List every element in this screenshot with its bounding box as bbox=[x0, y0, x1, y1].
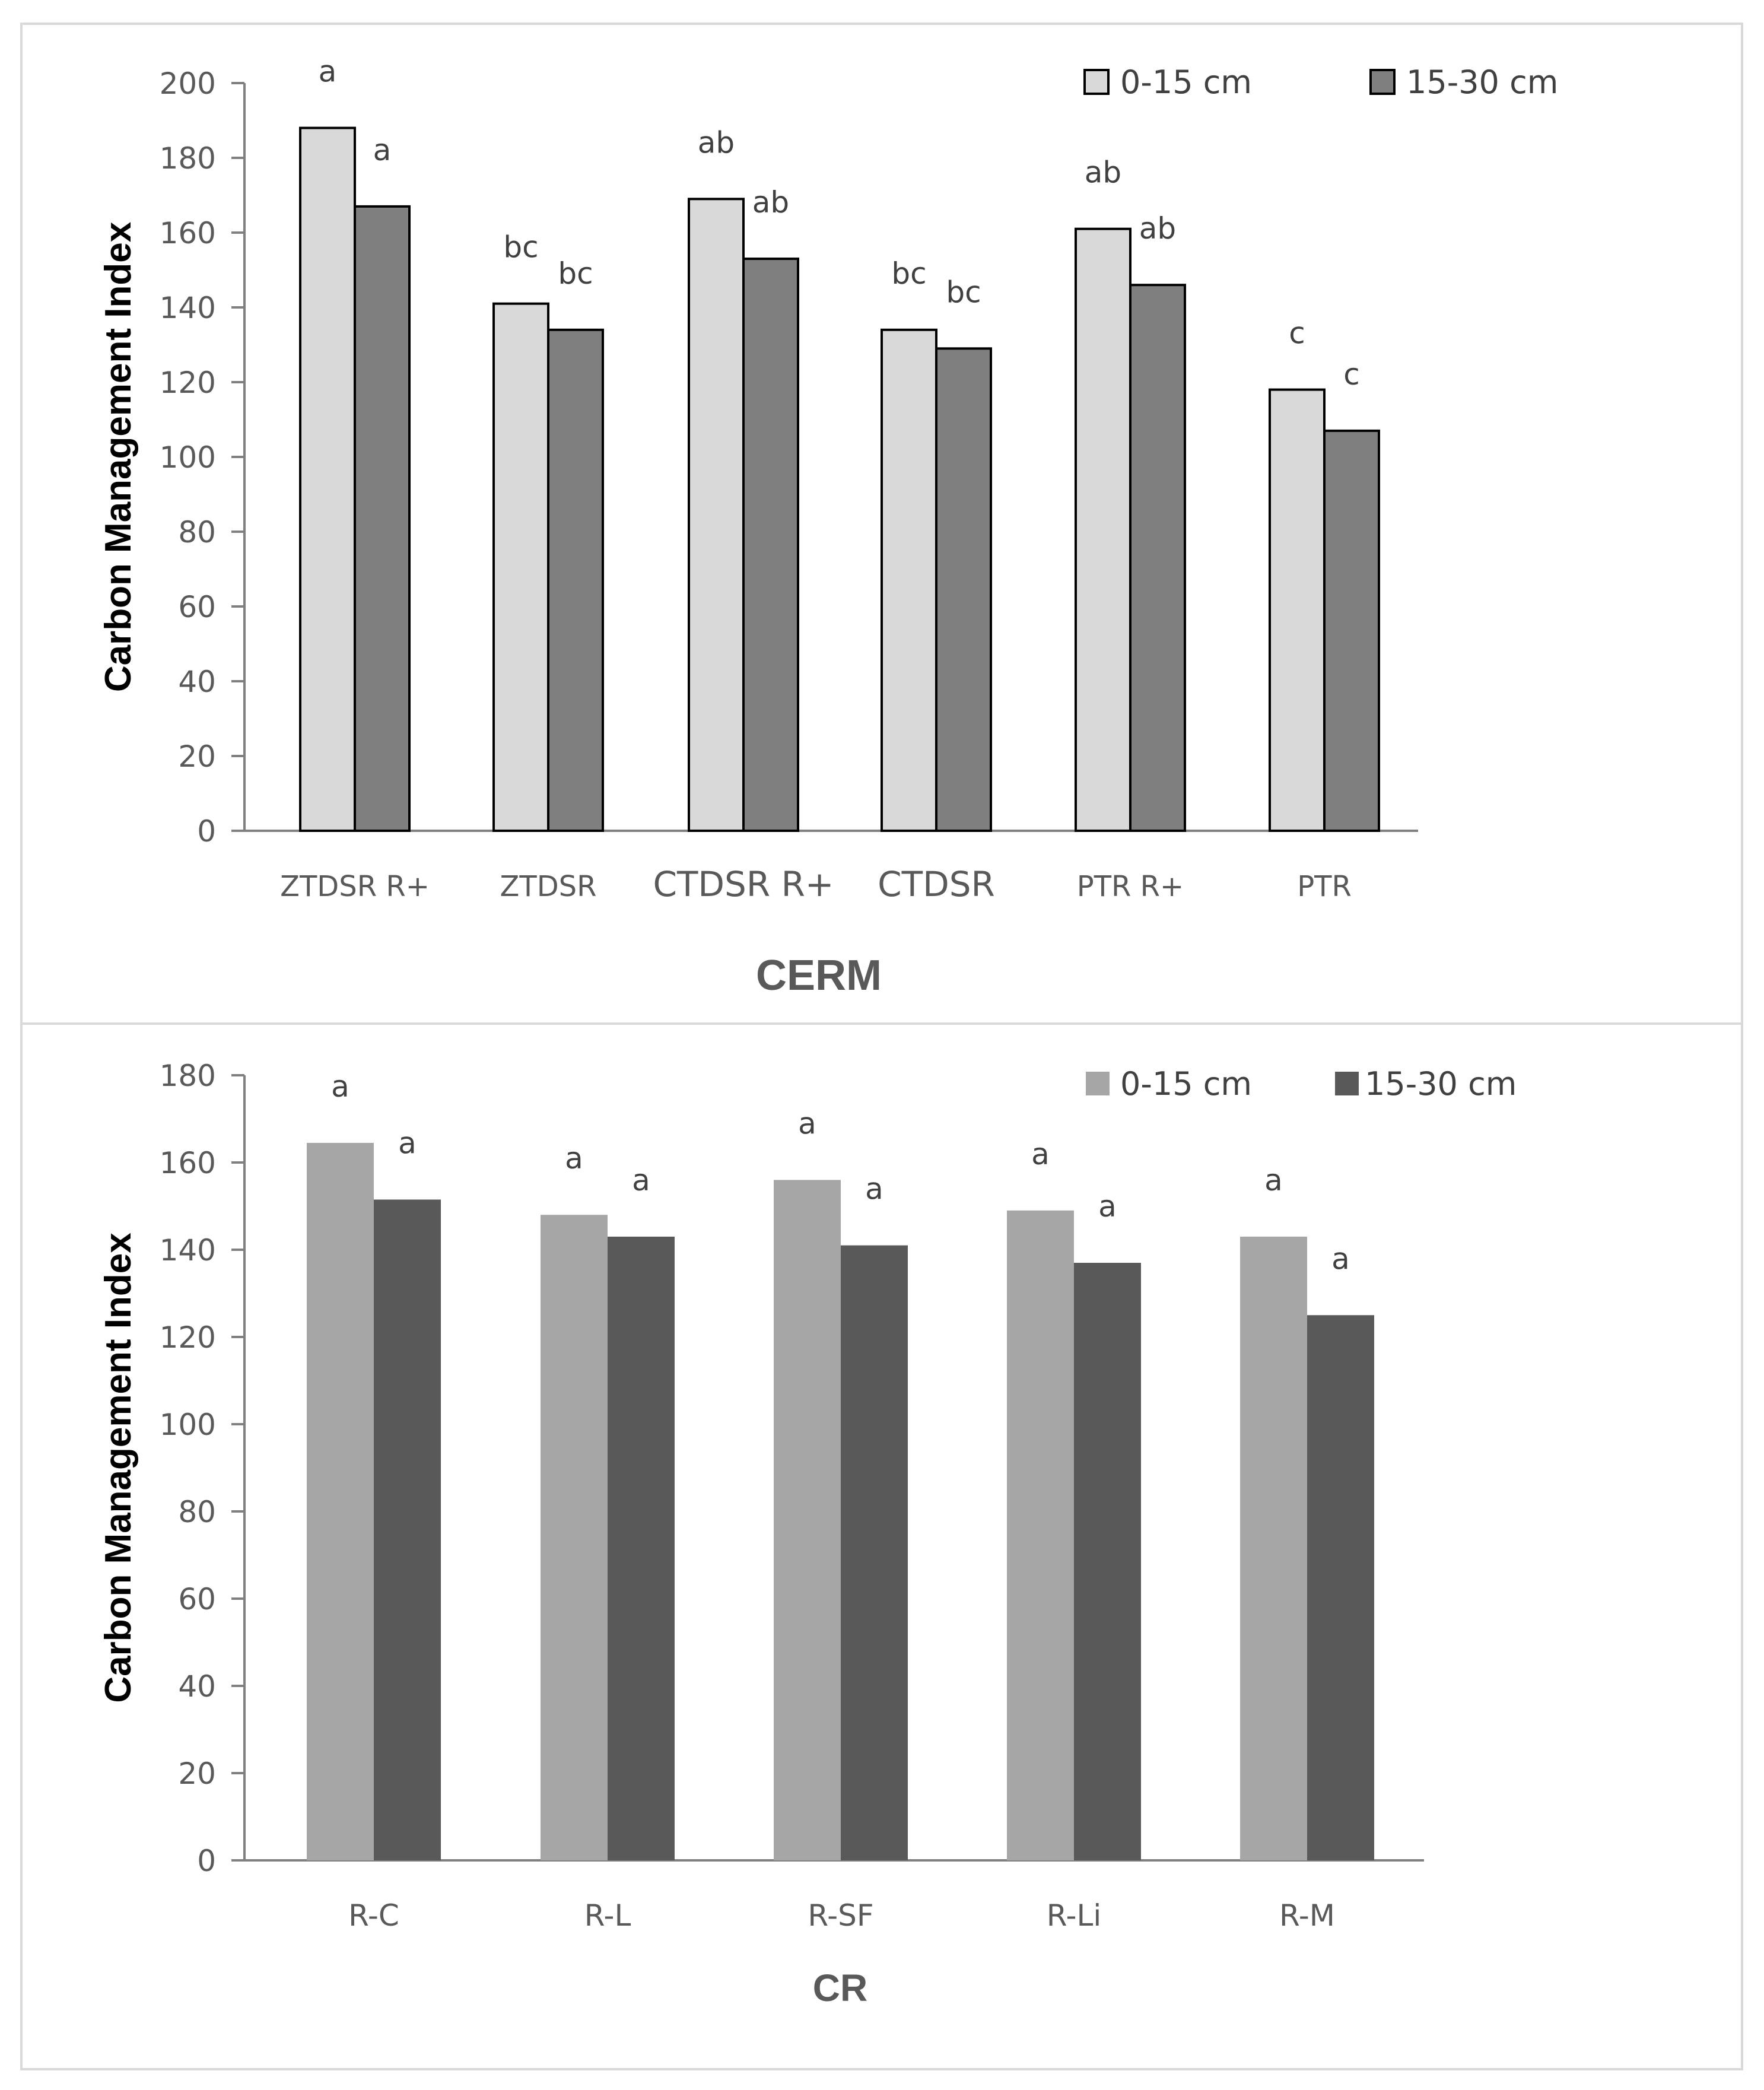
x-category-label: R-SF bbox=[808, 1898, 873, 1933]
y-tick-label: 60 bbox=[178, 590, 216, 624]
x-category-label: R-Li bbox=[1047, 1898, 1102, 1933]
legend-swatch bbox=[1335, 1072, 1359, 1095]
y-tick-label: 0 bbox=[197, 814, 216, 849]
bar-shallow bbox=[1075, 227, 1131, 832]
x-category-label: CTDSR R+ bbox=[653, 864, 834, 904]
significance-letter: a bbox=[865, 1172, 883, 1206]
x-category-label: CTDSR bbox=[878, 864, 995, 904]
significance-letter: ab bbox=[698, 125, 735, 160]
legend-swatch bbox=[1086, 1072, 1110, 1095]
y-tick-label: 120 bbox=[160, 366, 216, 400]
significance-letter: a bbox=[398, 1126, 417, 1160]
x-axis-title: CR bbox=[813, 1967, 867, 2009]
bar-deep bbox=[354, 205, 411, 832]
y-tick-label: 80 bbox=[178, 1495, 216, 1529]
significance-letter: a bbox=[1264, 1163, 1283, 1198]
significance-letter: a bbox=[1331, 1241, 1350, 1276]
legend-swatch bbox=[1083, 69, 1110, 95]
y-tick-label: 200 bbox=[160, 66, 216, 101]
bar-deep bbox=[608, 1236, 675, 1860]
panel-bottom-frame bbox=[20, 1022, 1743, 2070]
legend-label: 0-15 cm bbox=[1120, 1065, 1252, 1103]
y-tick-label: 180 bbox=[160, 1059, 216, 1093]
x-category-label: ZTDSR R+ bbox=[280, 870, 430, 903]
bar-shallow bbox=[1269, 388, 1326, 832]
legend-label: 0-15 cm bbox=[1120, 63, 1252, 101]
bar-shallow bbox=[299, 126, 356, 833]
significance-letter: a bbox=[1098, 1189, 1117, 1224]
significance-letter: ab bbox=[1085, 155, 1121, 190]
y-tick-label: 0 bbox=[197, 1844, 216, 1878]
x-category-label: ZTDSR bbox=[500, 870, 597, 903]
significance-letter: ab bbox=[752, 185, 789, 220]
bar-deep bbox=[374, 1199, 441, 1860]
significance-letter: bc bbox=[503, 230, 538, 265]
legend-swatch bbox=[1369, 69, 1396, 95]
y-tick-label: 40 bbox=[178, 1669, 216, 1704]
x-category-label: PTR bbox=[1297, 870, 1352, 903]
bar-deep bbox=[742, 258, 799, 833]
y-tick-label: 60 bbox=[178, 1582, 216, 1616]
y-tick-label: 100 bbox=[160, 440, 216, 475]
chart-cr: 0 20 40 60 80 100 120 140 160 180 a a R-C a a R-L a a R-SF… bbox=[98, 1059, 1517, 2009]
significance-letter: a bbox=[565, 1141, 583, 1176]
bar-shallow bbox=[881, 328, 937, 832]
bar-shallow bbox=[541, 1215, 608, 1860]
bar-deep bbox=[1074, 1263, 1141, 1860]
legend-label: 15-30 cm bbox=[1365, 1065, 1517, 1103]
bar-deep bbox=[1307, 1315, 1374, 1860]
significance-letter: c bbox=[1289, 316, 1305, 351]
y-axis-title: Carbon Management Index bbox=[98, 1233, 139, 1703]
significance-letter: a bbox=[331, 1069, 349, 1104]
significance-letter: c bbox=[1343, 357, 1360, 392]
x-category-label: R-L bbox=[584, 1898, 631, 1933]
significance-letter: ab bbox=[1139, 211, 1176, 246]
y-tick-label: 160 bbox=[160, 1146, 216, 1180]
y-tick-label: 20 bbox=[178, 739, 216, 774]
y-axis-title: Carbon Management Index bbox=[98, 221, 139, 692]
y-tick-label: 20 bbox=[178, 1757, 216, 1791]
bar-shallow bbox=[1240, 1236, 1307, 1860]
bar-shallow bbox=[688, 198, 745, 832]
bar-shallow bbox=[492, 302, 549, 832]
bar-shallow bbox=[307, 1142, 374, 1860]
significance-letter: a bbox=[798, 1106, 816, 1141]
x-axis-title: CERM bbox=[756, 952, 882, 999]
y-tick-label: 140 bbox=[160, 1233, 216, 1268]
significance-letter: bc bbox=[946, 275, 981, 309]
y-tick-label: 100 bbox=[160, 1408, 216, 1442]
y-tick-label: 140 bbox=[160, 291, 216, 325]
significance-letter: a bbox=[632, 1163, 650, 1198]
significance-letter: a bbox=[373, 133, 392, 167]
x-category-label: PTR R+ bbox=[1077, 870, 1184, 903]
bar-deep bbox=[547, 328, 604, 832]
x-category-label: R-M bbox=[1279, 1898, 1335, 1933]
bar-deep bbox=[1323, 429, 1380, 832]
significance-letter: a bbox=[1031, 1137, 1050, 1171]
significance-letter: bc bbox=[891, 256, 926, 291]
significance-letter: a bbox=[319, 55, 337, 89]
y-tick-label: 40 bbox=[178, 665, 216, 699]
y-tick-label: 160 bbox=[160, 216, 216, 250]
bar-shallow bbox=[774, 1180, 841, 1860]
bar-deep bbox=[1129, 284, 1186, 832]
bar-deep bbox=[841, 1245, 908, 1860]
bar-shallow bbox=[1007, 1210, 1074, 1860]
x-category-label: R-C bbox=[348, 1898, 399, 1933]
y-tick-label: 120 bbox=[160, 1320, 216, 1355]
bar-deep bbox=[935, 347, 992, 832]
legend-label: 15-30 cm bbox=[1406, 63, 1558, 101]
y-tick-label: 180 bbox=[160, 141, 216, 176]
y-tick-label: 80 bbox=[178, 515, 216, 550]
significance-letter: bc bbox=[558, 256, 593, 291]
